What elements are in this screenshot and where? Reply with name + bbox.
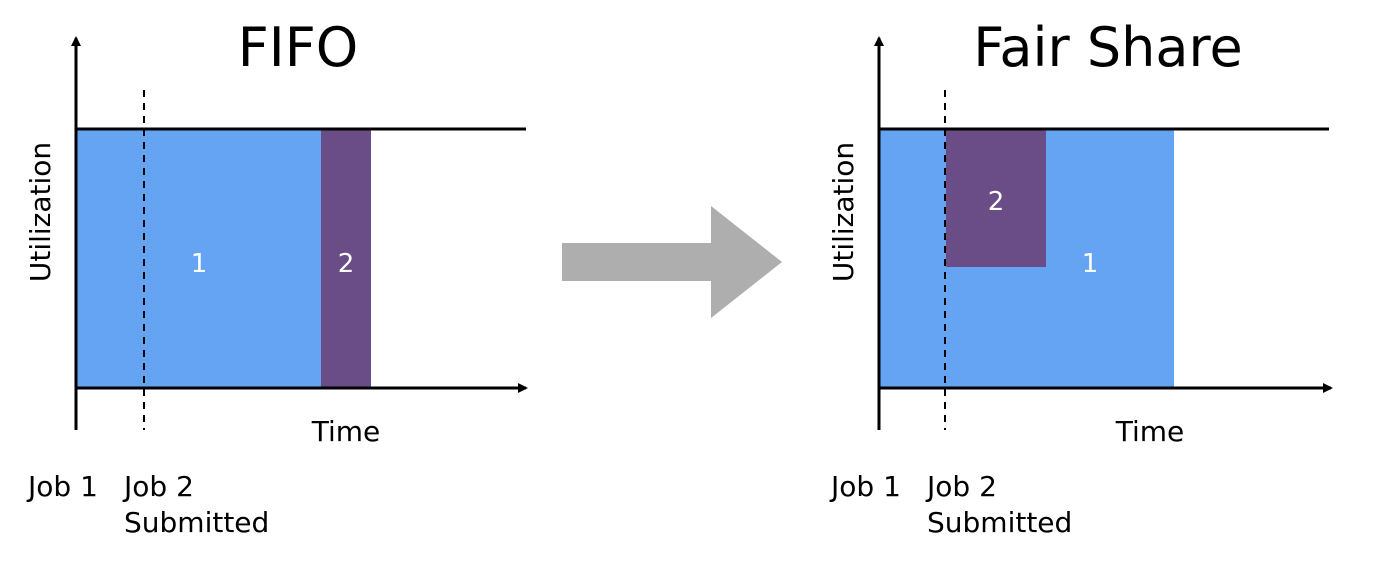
- right-arrow-icon: [562, 206, 782, 318]
- fifo-title: FIFO: [238, 16, 359, 79]
- fair-share-y-axis-label: Utilization: [827, 142, 860, 282]
- fair-share-job1-caption: Job 1: [829, 470, 901, 503]
- fifo-job1-label: 1: [191, 249, 208, 279]
- fair-share-x-axis-label: Time: [1115, 415, 1185, 448]
- fair-share-panel: Fair Share 2 1 Utilization Time Job 1 Jo…: [827, 16, 1331, 539]
- fair-share-title: Fair Share: [973, 16, 1242, 79]
- fifo-job2-label: 2: [338, 249, 355, 279]
- fifo-job1-caption: Job 1: [26, 470, 98, 503]
- fifo-x-axis-label: Time: [311, 415, 381, 448]
- fair-share-job2-submitted-caption: Submitted: [927, 506, 1072, 539]
- fifo-job2-caption: Job 2: [122, 470, 194, 503]
- fifo-job2-submitted-caption: Submitted: [124, 506, 269, 539]
- fair-share-job2-label: 2: [988, 187, 1005, 217]
- fifo-y-axis-label: Utilization: [24, 142, 57, 282]
- fifo-panel: FIFO 1 2 Utilization Time Job 1 Job 2 Su…: [24, 16, 526, 539]
- fair-share-job1-label: 1: [1082, 249, 1099, 279]
- fair-share-job2-caption: Job 2: [925, 470, 997, 503]
